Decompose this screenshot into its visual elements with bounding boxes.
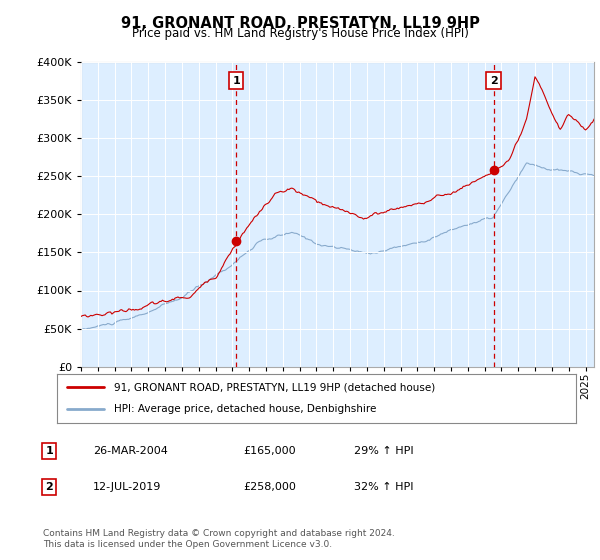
Text: £258,000: £258,000 [243,482,296,492]
Text: 2: 2 [490,76,497,86]
Text: HPI: Average price, detached house, Denbighshire: HPI: Average price, detached house, Denb… [114,404,376,414]
Text: 1: 1 [46,446,53,456]
Text: 12-JUL-2019: 12-JUL-2019 [93,482,161,492]
Text: Contains HM Land Registry data © Crown copyright and database right 2024.
This d: Contains HM Land Registry data © Crown c… [43,529,395,549]
Text: £165,000: £165,000 [243,446,296,456]
Text: 26-MAR-2004: 26-MAR-2004 [93,446,168,456]
Text: Price paid vs. HM Land Registry's House Price Index (HPI): Price paid vs. HM Land Registry's House … [131,27,469,40]
Text: 29% ↑ HPI: 29% ↑ HPI [354,446,413,456]
Text: 2: 2 [46,482,53,492]
Text: 1: 1 [232,76,240,86]
Text: 91, GRONANT ROAD, PRESTATYN, LL19 9HP: 91, GRONANT ROAD, PRESTATYN, LL19 9HP [121,16,479,31]
Text: 32% ↑ HPI: 32% ↑ HPI [354,482,413,492]
Text: 91, GRONANT ROAD, PRESTATYN, LL19 9HP (detached house): 91, GRONANT ROAD, PRESTATYN, LL19 9HP (d… [114,382,436,393]
